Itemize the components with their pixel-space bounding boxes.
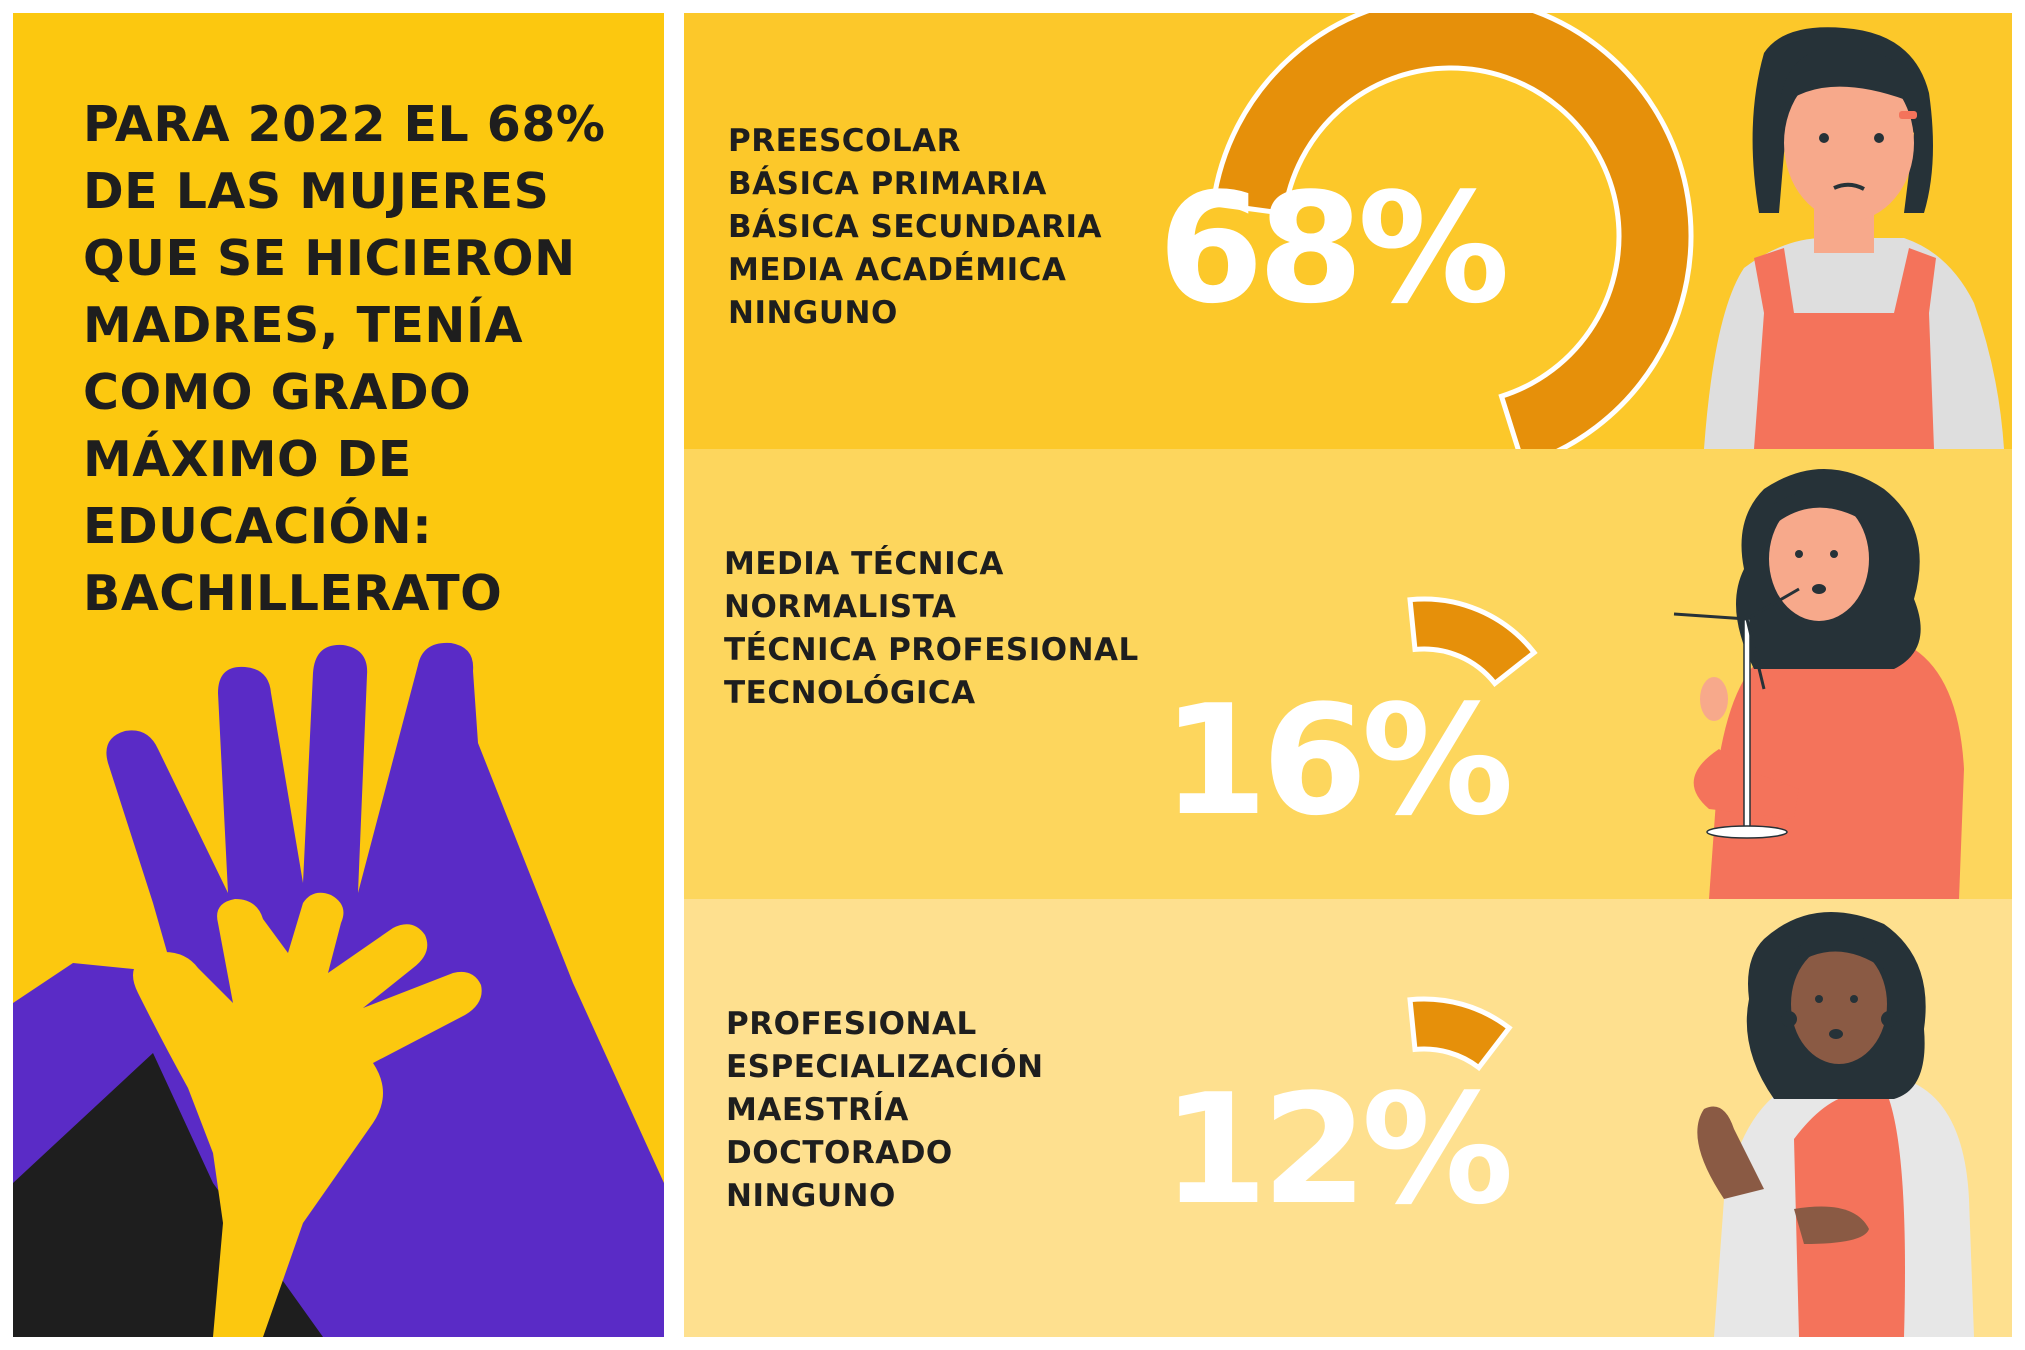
headline-line: DE LAS MUJERES bbox=[83, 163, 550, 220]
education-levels-list: PROFESIONAL ESPECIALIZACIÓN MAESTRÍA DOC… bbox=[726, 1003, 1044, 1218]
education-level: TÉCNICA PROFESIONAL bbox=[724, 632, 1139, 668]
education-level: ESPECIALIZACIÓN bbox=[726, 1049, 1044, 1085]
headline-line: BACHILLERATO bbox=[83, 565, 503, 622]
education-level: NORMALISTA bbox=[724, 589, 957, 625]
education-band-3: PROFESIONAL ESPECIALIZACIÓN MAESTRÍA DOC… bbox=[684, 899, 2012, 1337]
child-hand-shape bbox=[133, 892, 482, 1337]
education-level: BÁSICA SECUNDARIA bbox=[728, 209, 1103, 245]
headline-line: QUE SE HICIERON bbox=[83, 230, 576, 287]
percentage-arc-1 bbox=[1210, 13, 1694, 449]
percent-label: 12% bbox=[1162, 1061, 1514, 1238]
education-band-1: PREESCOLAR BÁSICA PRIMARIA BÁSICA SECUND… bbox=[684, 13, 2012, 449]
percentage-arc-segment bbox=[1210, 13, 1694, 449]
percent-label: 16% bbox=[1162, 672, 1514, 849]
woman-wind-turbine-illustration bbox=[1673, 469, 1964, 899]
education-levels-list: PREESCOLAR BÁSICA PRIMARIA BÁSICA SECUND… bbox=[728, 120, 1102, 335]
education-level: PROFESIONAL bbox=[726, 1006, 977, 1042]
headline: PARA 2022 EL 68% DE LAS MUJERES QUE SE H… bbox=[83, 91, 663, 627]
education-levels-list: MEDIA TÉCNICA NORMALISTA TÉCNICA PROFESI… bbox=[724, 543, 1139, 715]
percentage-arc-segment bbox=[1407, 996, 1513, 1072]
education-band-2: MEDIA TÉCNICA NORMALISTA TÉCNICA PROFESI… bbox=[684, 449, 2012, 899]
education-level: TECNOLÓGICA bbox=[724, 675, 976, 711]
headline-line: PARA 2022 EL 68% bbox=[83, 96, 606, 153]
percentage-arc-2 bbox=[1407, 596, 1538, 687]
education-level: MEDIA TÉCNICA bbox=[724, 546, 1004, 582]
education-level: MAESTRÍA bbox=[726, 1092, 909, 1128]
headline-line: MADRES, TENÍA bbox=[83, 297, 524, 354]
education-level: NINGUNO bbox=[728, 295, 898, 331]
headline-line: EDUCACIÓN: bbox=[83, 498, 433, 555]
woman-lab-coat-illustration bbox=[1697, 912, 1974, 1337]
education-level: MEDIA ACADÉMICA bbox=[728, 252, 1067, 288]
headline-panel: PARA 2022 EL 68% DE LAS MUJERES QUE SE H… bbox=[13, 13, 664, 1337]
headline-line: MÁXIMO DE bbox=[83, 431, 412, 488]
hands-icon bbox=[13, 642, 664, 1337]
education-level: PREESCOLAR bbox=[728, 123, 961, 159]
headline-line: COMO GRADO bbox=[83, 364, 472, 421]
percentage-arc-3 bbox=[1407, 996, 1513, 1072]
education-level: BÁSICA PRIMARIA bbox=[728, 166, 1047, 202]
woman-overalls-illustration bbox=[1704, 27, 2004, 449]
percent-label: 68% bbox=[1158, 160, 1510, 337]
education-level: DOCTORADO bbox=[726, 1135, 953, 1171]
percentage-arc-segment bbox=[1407, 596, 1538, 687]
education-level: NINGUNO bbox=[726, 1178, 896, 1214]
